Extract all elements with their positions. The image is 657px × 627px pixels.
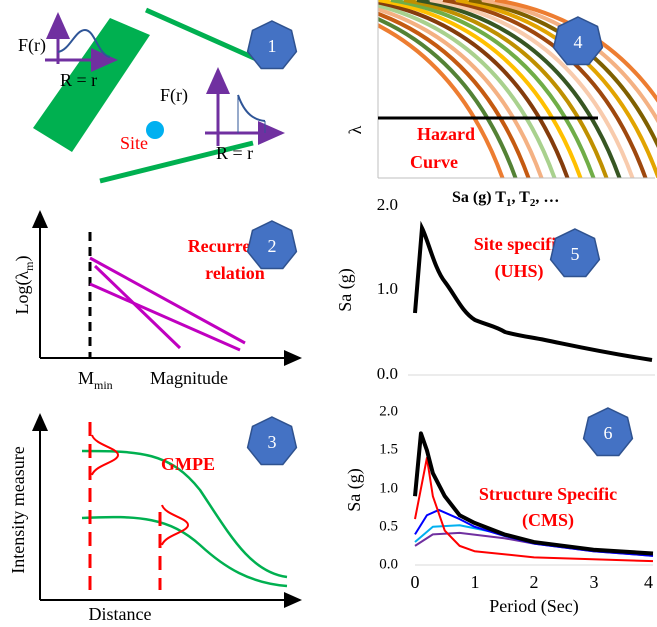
y-axis-label: Intensity measure: [8, 446, 28, 573]
x-tick-label: 4: [644, 572, 653, 592]
hazard-curve: [378, 11, 531, 178]
label-subscript: min: [94, 378, 113, 392]
hazard-curve: [378, 16, 518, 178]
y-axis-label: Sa (g): [344, 468, 365, 512]
label-part: Sa (g) T: [452, 189, 506, 206]
recurrence-line: [89, 282, 241, 352]
badge-shape: [246, 220, 298, 270]
hazard-curve: [416, 0, 622, 178]
badge-number: 3: [268, 432, 277, 452]
distribution: [91, 434, 120, 476]
annotation: relation: [205, 263, 265, 283]
uhs-curve: [413, 220, 653, 362]
label-subscript: 2: [530, 197, 536, 209]
badge-shape: [552, 16, 604, 66]
y-tick-label: 1.0: [379, 480, 398, 496]
fault-line: [99, 140, 254, 184]
label-part: , T: [511, 189, 530, 206]
y-tick-label: 2.0: [377, 195, 398, 214]
label-part: , …: [535, 189, 559, 206]
y-tick-label: 1.0: [377, 279, 398, 298]
label-part: M: [78, 368, 94, 388]
y-tick-label: 2.0: [379, 403, 398, 419]
panel-6: 2.0 1.5 1.0 0.5 0.0 0 1 2 3 4 Period (Se…: [344, 403, 654, 617]
annotation: Curve: [410, 152, 458, 172]
panel-4: λ Hazard Curve Sa (g) T1, T2, …: [345, 0, 657, 209]
density-curve: [237, 94, 266, 122]
x-axis-label: Sa (g) T1, T2, …: [452, 189, 559, 209]
annotation: Hazard: [417, 124, 475, 144]
panel-3: Intensity measure Distance GMPE: [8, 413, 302, 624]
hazard-curve: [494, 0, 657, 103]
badge-shape: [582, 407, 634, 457]
y-tick-label: 1.5: [379, 441, 398, 457]
label-part: Log(λ: [12, 271, 33, 315]
recurrence-line: [93, 264, 182, 350]
hazard-curve: [378, 7, 544, 178]
annotation: Structure Specific: [479, 484, 617, 504]
y-tick-label: 0.0: [377, 364, 398, 383]
panel-5: 2.0 1.0 0.0 Sa (g) Site specific (UHS): [335, 195, 655, 383]
site-label: Site: [120, 133, 148, 153]
density-curve: [57, 28, 111, 58]
distance-label: R = r: [216, 143, 253, 163]
badge-number: 5: [571, 244, 580, 264]
badge-shape: [549, 228, 601, 278]
distance-label: R = r: [60, 70, 97, 90]
x-axis-label: Period (Sec): [489, 596, 578, 617]
annotation: Site specific: [474, 234, 564, 254]
x-tick-label: 1: [471, 572, 480, 592]
y-tick-label: 0.0: [379, 556, 398, 572]
y-tick-label: 0.5: [379, 518, 398, 534]
gmpe-curve: [81, 449, 288, 579]
hazard-curves: [378, 0, 657, 178]
hazard-curve: [378, 0, 570, 178]
x-tick-label: 0: [411, 572, 420, 592]
annotation: (CMS): [522, 510, 574, 531]
badge-shape: [246, 416, 298, 466]
density-label: F(r): [160, 85, 188, 106]
y-axis-label: λ: [345, 125, 365, 134]
label-subscript: 1: [506, 197, 512, 209]
hazard-curve: [378, 23, 505, 178]
x-tick-label: 3: [590, 572, 599, 592]
badges: 1 2 3 4 5 6: [246, 16, 634, 466]
annotation: GMPE: [161, 454, 215, 474]
x-axis-label: Distance: [89, 604, 152, 624]
hazard-curve: [378, 3, 557, 178]
label-part: ): [12, 255, 33, 261]
hazard-curve: [403, 0, 609, 178]
hazard-curve: [468, 0, 657, 149]
spectrum-curve: [414, 456, 654, 563]
panel-2: Log(λm) Mmin Magnitude Recurrence relati…: [12, 210, 302, 392]
site-marker: [146, 121, 164, 139]
fault-line: [144, 7, 265, 65]
gmpe-curve: [81, 515, 288, 588]
y-axis-label: Log(λm): [12, 255, 36, 314]
x-tick-label: 2: [530, 572, 539, 592]
hazard-curve: [390, 0, 596, 178]
hazard-curve: [481, 0, 657, 124]
y-axis-label: Sa (g): [335, 268, 356, 312]
distribution: [161, 504, 190, 546]
badge-shape: [246, 20, 298, 70]
density-label: F(r): [18, 35, 46, 56]
hazard-curve: [429, 0, 635, 178]
badge-number: 2: [268, 236, 277, 256]
badge-number: 4: [574, 32, 583, 52]
annotation: (UHS): [495, 261, 544, 282]
x-axis-label: Magnitude: [150, 368, 228, 388]
badge-number: 1: [268, 36, 277, 56]
min-magnitude-label: Mmin: [78, 368, 113, 392]
badge-number: 6: [604, 423, 613, 443]
spectrum-curve: [413, 431, 654, 556]
recurrence-line: [89, 256, 246, 345]
panel-1: Site F(r) R = r F(r) R = r: [18, 7, 285, 184]
label-subscript: m: [22, 261, 36, 271]
hazard-curve: [378, 0, 583, 178]
fault-zone: [33, 18, 150, 152]
